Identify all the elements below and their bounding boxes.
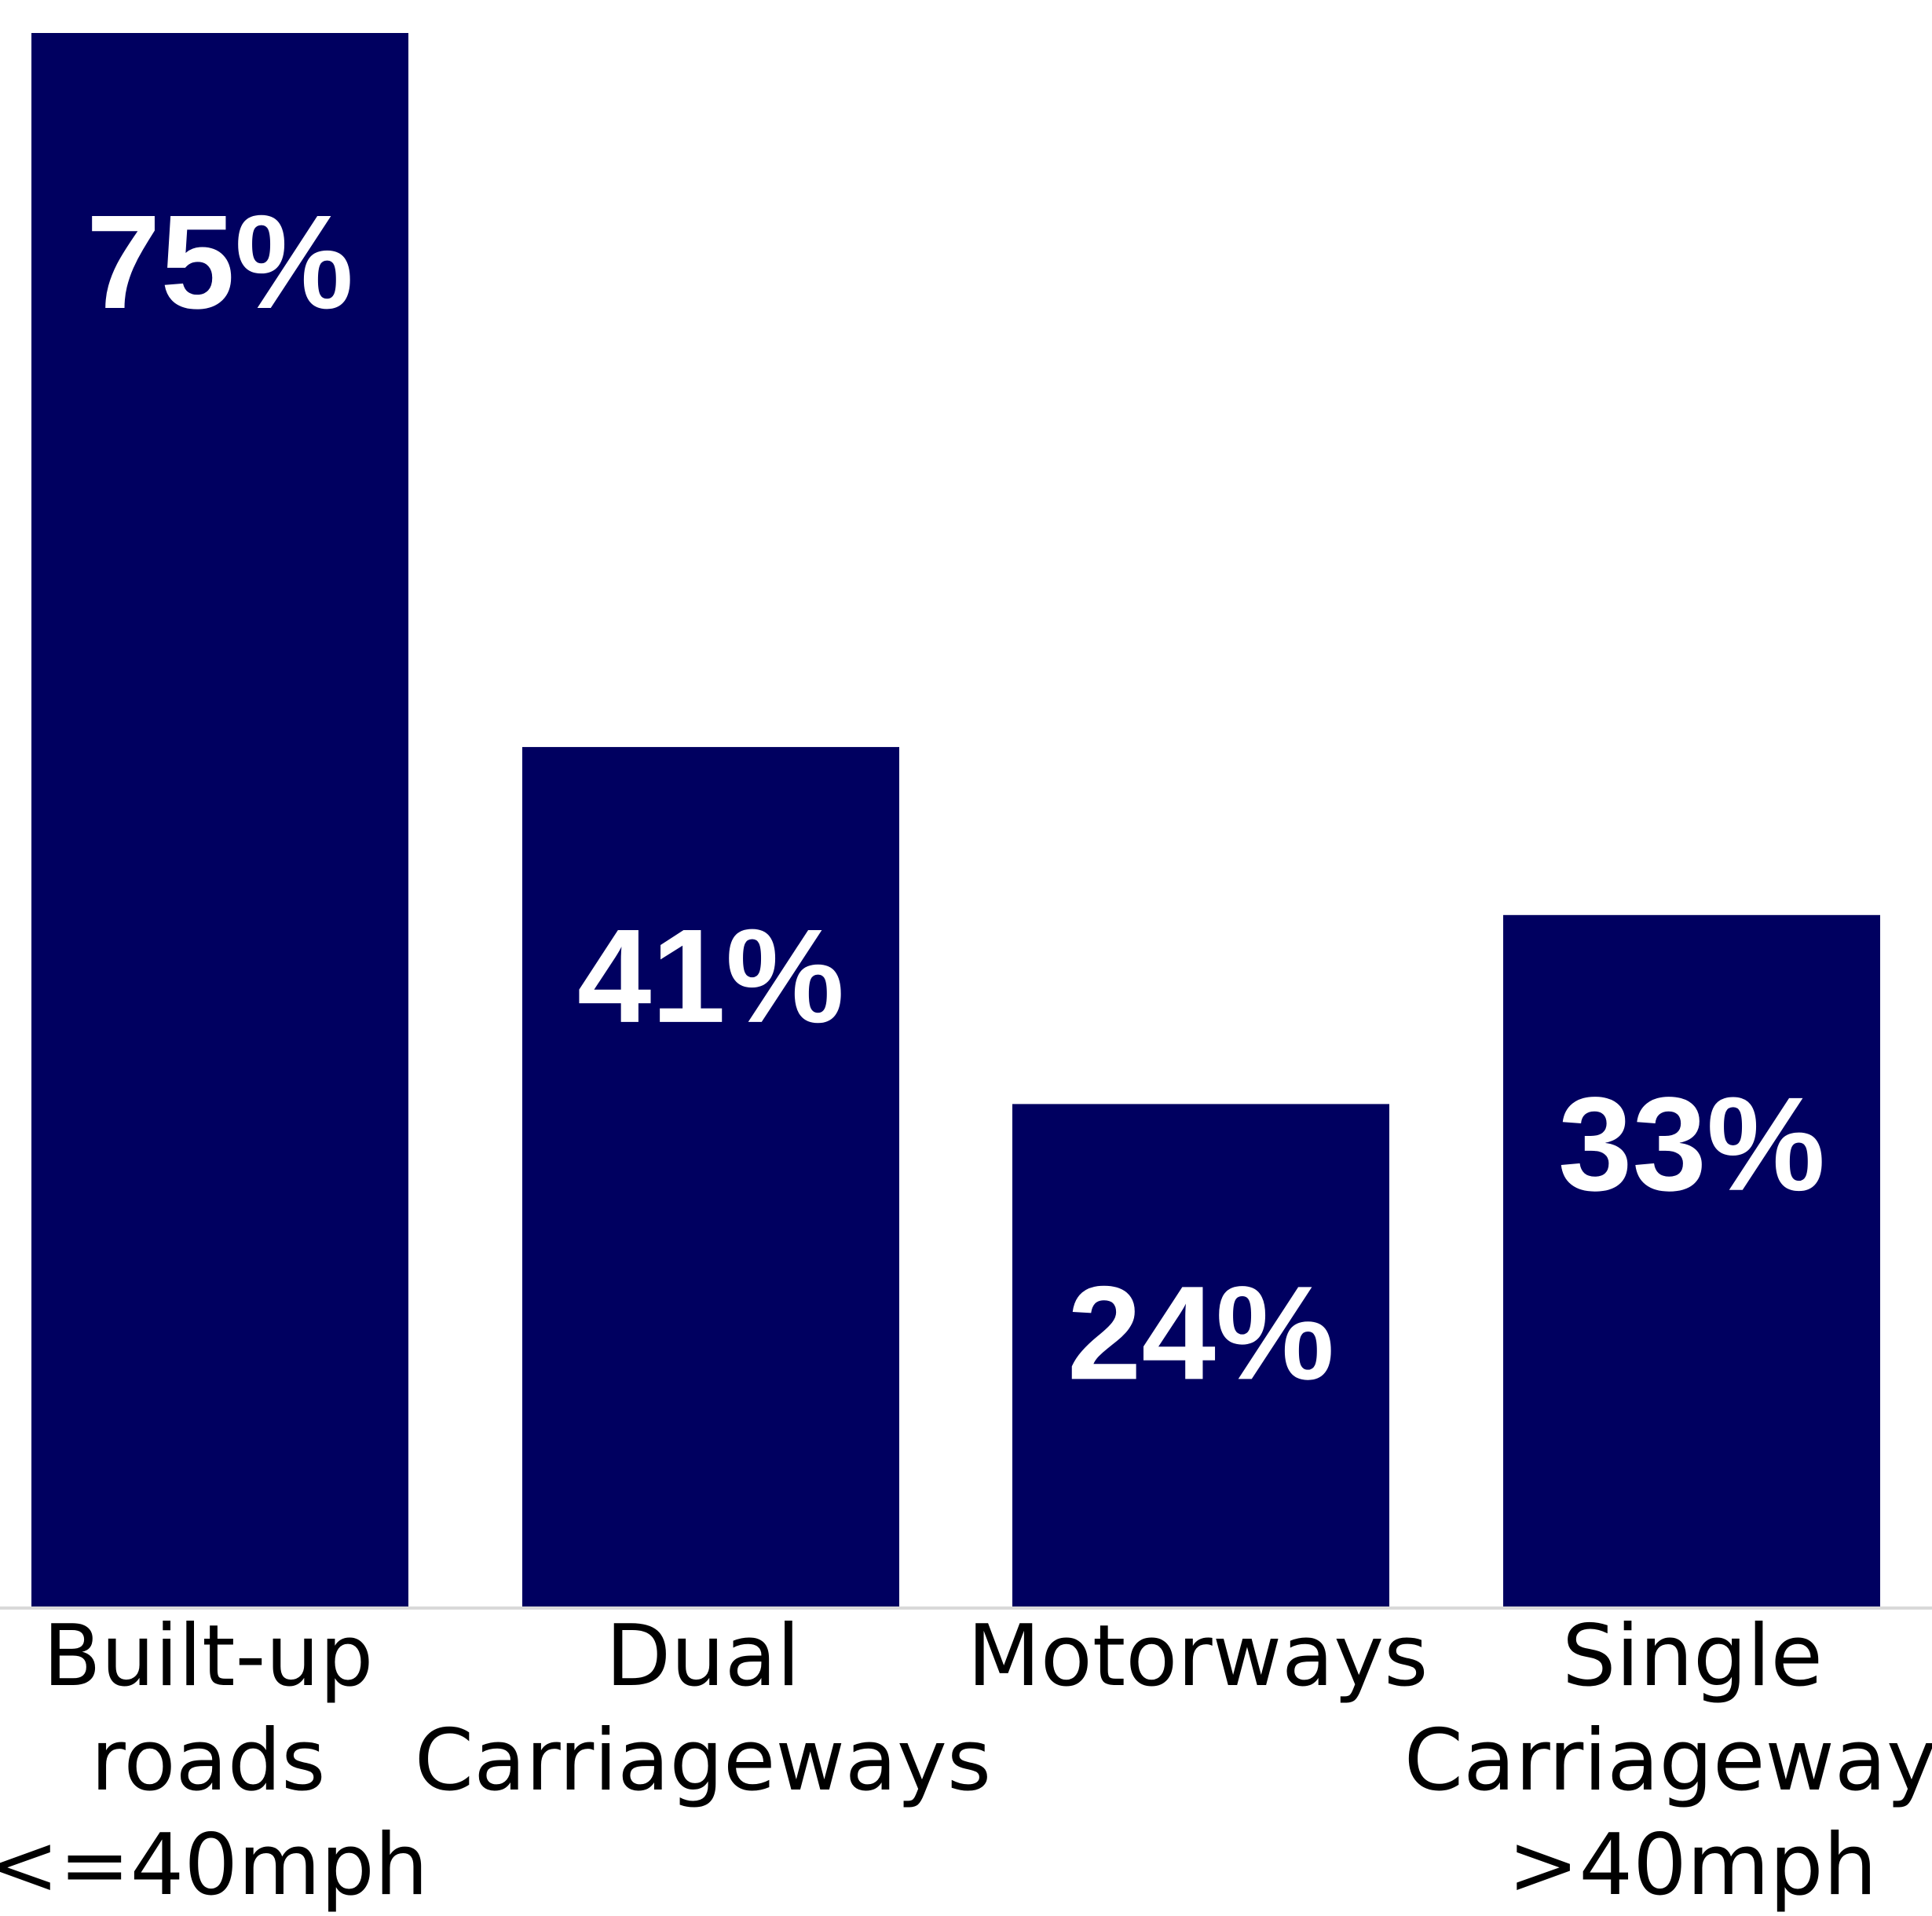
- category-label-3-line-0: Single: [1562, 1607, 1823, 1705]
- data-label-1: 41%: [577, 902, 844, 1051]
- category-label-0-line-1: roads: [90, 1712, 325, 1810]
- bars-group: [31, 33, 1880, 1608]
- data-label-3: 33%: [1558, 1070, 1825, 1219]
- data-label-2: 24%: [1067, 1258, 1334, 1408]
- category-label-1-line-0: Dual: [606, 1607, 800, 1705]
- bar-0: [31, 33, 408, 1608]
- category-label-3-line-1: Carriageways: [1404, 1712, 1932, 1810]
- value-labels-group: 75% 41% 24% 33%: [86, 188, 1825, 1408]
- bar-3: [1503, 914, 1880, 1608]
- category-label-3-line-2: >40mph: [1508, 1816, 1877, 1914]
- category-label-1-line-1: Carriageways: [415, 1712, 991, 1810]
- bar-1: [522, 746, 899, 1608]
- category-label-2-line-0: Motorways: [968, 1607, 1429, 1705]
- bar-2: [1012, 1104, 1389, 1608]
- category-label-0-line-2: <=40mph: [0, 1816, 428, 1914]
- data-label-0: 75%: [86, 188, 353, 337]
- category-labels-group: Built-uproads<=40mphDualCarriagewaysMoto…: [0, 1607, 1932, 1914]
- category-label-0-line-0: Built-up: [43, 1607, 374, 1705]
